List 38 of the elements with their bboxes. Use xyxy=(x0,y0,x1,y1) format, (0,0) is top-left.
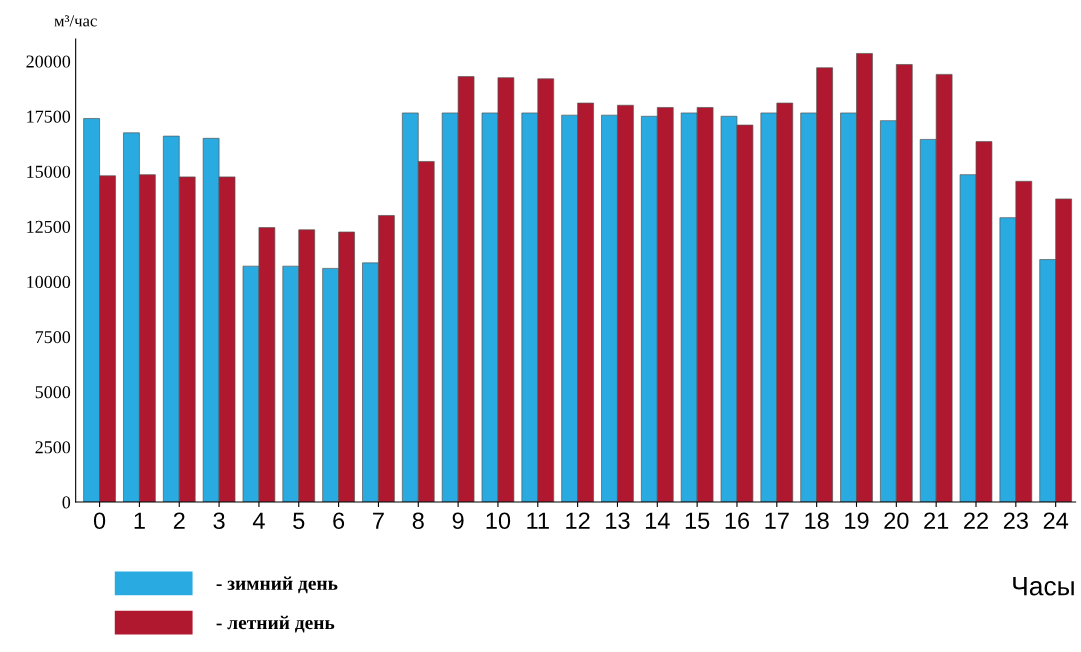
y-tick-label: 7500 xyxy=(35,330,71,344)
y-tick-label: 2500 xyxy=(35,441,71,454)
y-tick-label: 5000 xyxy=(35,386,71,399)
x-tick-label: 4 xyxy=(252,512,265,529)
x-tick-label: 1 xyxy=(134,512,145,529)
x-tick-label: 23 xyxy=(1003,512,1028,530)
x-tick-label: 6 xyxy=(333,512,345,530)
x-tick-label: 2 xyxy=(173,512,185,529)
legend-label: - летний день xyxy=(216,615,335,633)
x-tick-label: 19 xyxy=(845,512,869,530)
x-tick-label: 0 xyxy=(93,512,106,530)
y-tick-label: 0 xyxy=(62,496,71,509)
x-tick-label: 17 xyxy=(765,512,789,529)
x-tick-label: 22 xyxy=(964,512,988,529)
x-tick-label: 3 xyxy=(213,512,225,530)
x-tick-label: 8 xyxy=(412,512,424,530)
x-tick-label: 7 xyxy=(373,512,384,529)
x-tick-label: 16 xyxy=(725,512,750,530)
x-tick-label: 24 xyxy=(1043,512,1069,529)
x-tick-label: 14 xyxy=(645,512,670,529)
y-tick-label: 12500 xyxy=(27,220,71,233)
x-tick-label: 11 xyxy=(527,512,549,529)
x-tick-label: 21 xyxy=(924,512,949,529)
x-tick-label: 5 xyxy=(293,512,305,530)
x-tick-label: 20 xyxy=(884,512,909,530)
y-tick-label: 15000 xyxy=(27,165,71,178)
y-tick-label: 17500 xyxy=(27,110,71,123)
y-axis-title: м³/час xyxy=(54,15,97,27)
legend-label: - зимний день xyxy=(216,576,338,594)
x-axis-title: Часы xyxy=(1013,577,1074,596)
x-tick-label: 13 xyxy=(606,512,630,530)
x-tick-label: 12 xyxy=(566,512,590,529)
x-tick-label: 18 xyxy=(805,512,829,530)
x-tick-label: 9 xyxy=(452,512,464,530)
y-tick-label: 20000 xyxy=(26,55,71,68)
x-tick-label: 10 xyxy=(486,512,511,530)
y-tick-label: 10000 xyxy=(27,275,71,289)
x-tick-label: 15 xyxy=(685,512,710,530)
